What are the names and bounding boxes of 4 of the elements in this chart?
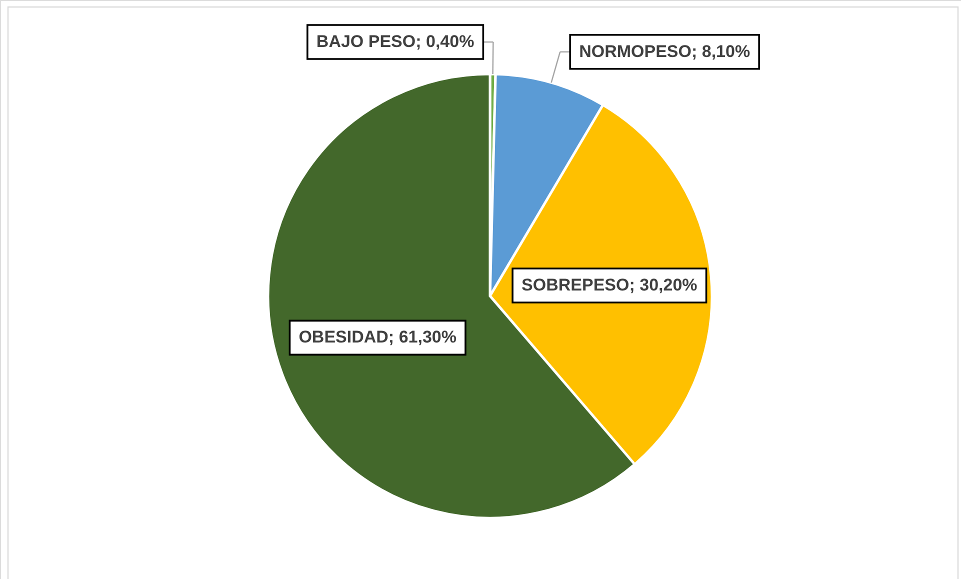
slice-label: BAJO PESO; 0,40% <box>316 32 474 52</box>
slice-label: NORMOPESO; 8,10% <box>579 42 750 61</box>
slice-label: OBESIDAD; 61,30% <box>298 328 456 347</box>
slice-label: SOBREPESO; 30,20% <box>522 275 698 294</box>
